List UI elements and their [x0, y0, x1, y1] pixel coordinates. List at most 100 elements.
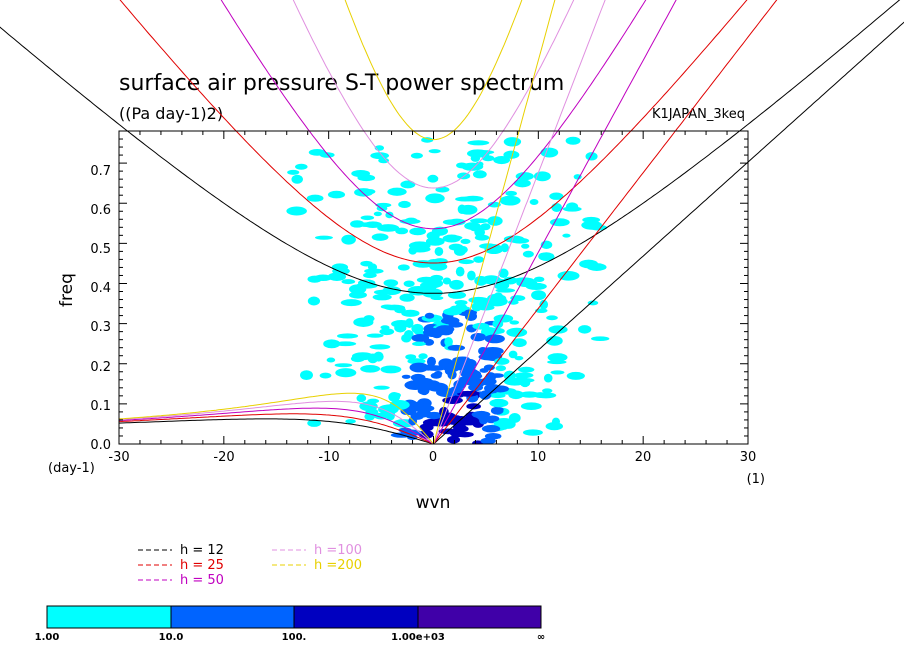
power-patch [566, 202, 579, 212]
power-patch [471, 411, 491, 418]
power-patch [538, 252, 548, 260]
power-patch [378, 157, 390, 164]
power-patch [428, 149, 441, 154]
x-tick-label: -10 [318, 450, 339, 465]
power-patch [434, 246, 444, 257]
rossby-curve [118, 413, 434, 444]
power-patch [307, 275, 322, 283]
power-patch [432, 333, 442, 339]
legend-label: h = 25 [180, 558, 224, 573]
power-patch [484, 244, 504, 255]
power-patch [307, 296, 321, 306]
power-patch [589, 224, 608, 231]
power-patch [412, 341, 426, 347]
power-patch [515, 172, 534, 181]
power-patch [476, 304, 495, 311]
power-patch [334, 363, 353, 368]
power-patch [454, 299, 468, 306]
power-patch [522, 429, 543, 436]
power-contours [286, 136, 610, 444]
power-patch [365, 189, 376, 195]
power-patch [307, 419, 322, 427]
x-tick-label: 20 [635, 450, 652, 465]
power-patch [503, 276, 518, 285]
power-patch [405, 354, 417, 360]
power-patch [363, 315, 375, 323]
power-patch [295, 163, 308, 170]
power-patch [360, 364, 381, 373]
power-patch [430, 372, 442, 379]
power-patch [508, 390, 524, 400]
power-patch [543, 373, 553, 383]
power-patch [417, 386, 430, 395]
power-patch [480, 437, 496, 444]
power-patch [503, 235, 525, 243]
power-patch [369, 344, 391, 350]
power-patch [498, 268, 509, 279]
power-patch [425, 411, 443, 420]
power-patch [405, 217, 418, 223]
x-axis-label: wvn [416, 493, 451, 513]
power-patch [426, 356, 436, 367]
power-patch [378, 404, 399, 415]
power-patch [448, 321, 464, 328]
kelvin-curve [433, 0, 778, 444]
power-patch [470, 332, 486, 342]
power-patch [397, 264, 410, 271]
legend: h = 12 h = 25 h = 50 h =100 h =200 [138, 543, 362, 588]
power-patch [549, 192, 564, 200]
power-patch [516, 279, 538, 288]
power-patch [509, 320, 520, 325]
dispersion-curves [0, 0, 904, 444]
power-patch [367, 398, 380, 404]
power-patch [345, 419, 356, 424]
power-patch [424, 312, 435, 319]
power-patch [503, 137, 522, 147]
power-patch [363, 272, 377, 279]
power-patch [341, 279, 356, 285]
y-tick-label: 0.1 [90, 399, 111, 414]
power-patch [372, 293, 392, 301]
power-patch [409, 227, 427, 236]
power-patch [356, 394, 367, 403]
power-patch [479, 368, 489, 373]
power-patch [327, 190, 346, 199]
y-tick-label: 0.0 [90, 438, 111, 453]
power-patch [395, 227, 409, 235]
rossby-curve [118, 392, 434, 444]
x-tick-label: 10 [530, 450, 547, 465]
power-patch [513, 179, 531, 188]
colorbar-bin [47, 606, 171, 628]
power-patch [373, 385, 390, 390]
power-patch [501, 419, 516, 429]
kelvin-curve [433, 0, 677, 444]
power-patch [360, 260, 373, 267]
power-patch [429, 274, 444, 282]
power-patch [433, 258, 448, 265]
gravity-curve [344, 0, 523, 141]
power-patch [412, 401, 424, 408]
power-patch [566, 371, 585, 380]
power-patch [383, 304, 406, 311]
power-patch [539, 299, 549, 310]
power-patch [453, 246, 466, 256]
power-patch [300, 370, 313, 380]
rossby-curve [118, 407, 434, 444]
power-patch [485, 415, 500, 422]
colorbar: 1.00 10.0 100. 1.00e+03 ∞ [35, 605, 545, 643]
power-patch [508, 350, 518, 359]
power-patch [430, 291, 442, 297]
power-patch [487, 201, 501, 208]
power-patch [458, 416, 480, 426]
power-patch [462, 195, 484, 202]
rossby-curve [118, 418, 434, 444]
dataset-label: K1JAPAN_3keq [652, 107, 745, 122]
power-patch [519, 377, 531, 388]
power-patch [479, 390, 492, 400]
power-patch [546, 335, 563, 346]
power-patch [546, 315, 558, 321]
power-patch [480, 223, 491, 231]
power-patch [380, 365, 402, 374]
gravity-curve [292, 0, 575, 189]
